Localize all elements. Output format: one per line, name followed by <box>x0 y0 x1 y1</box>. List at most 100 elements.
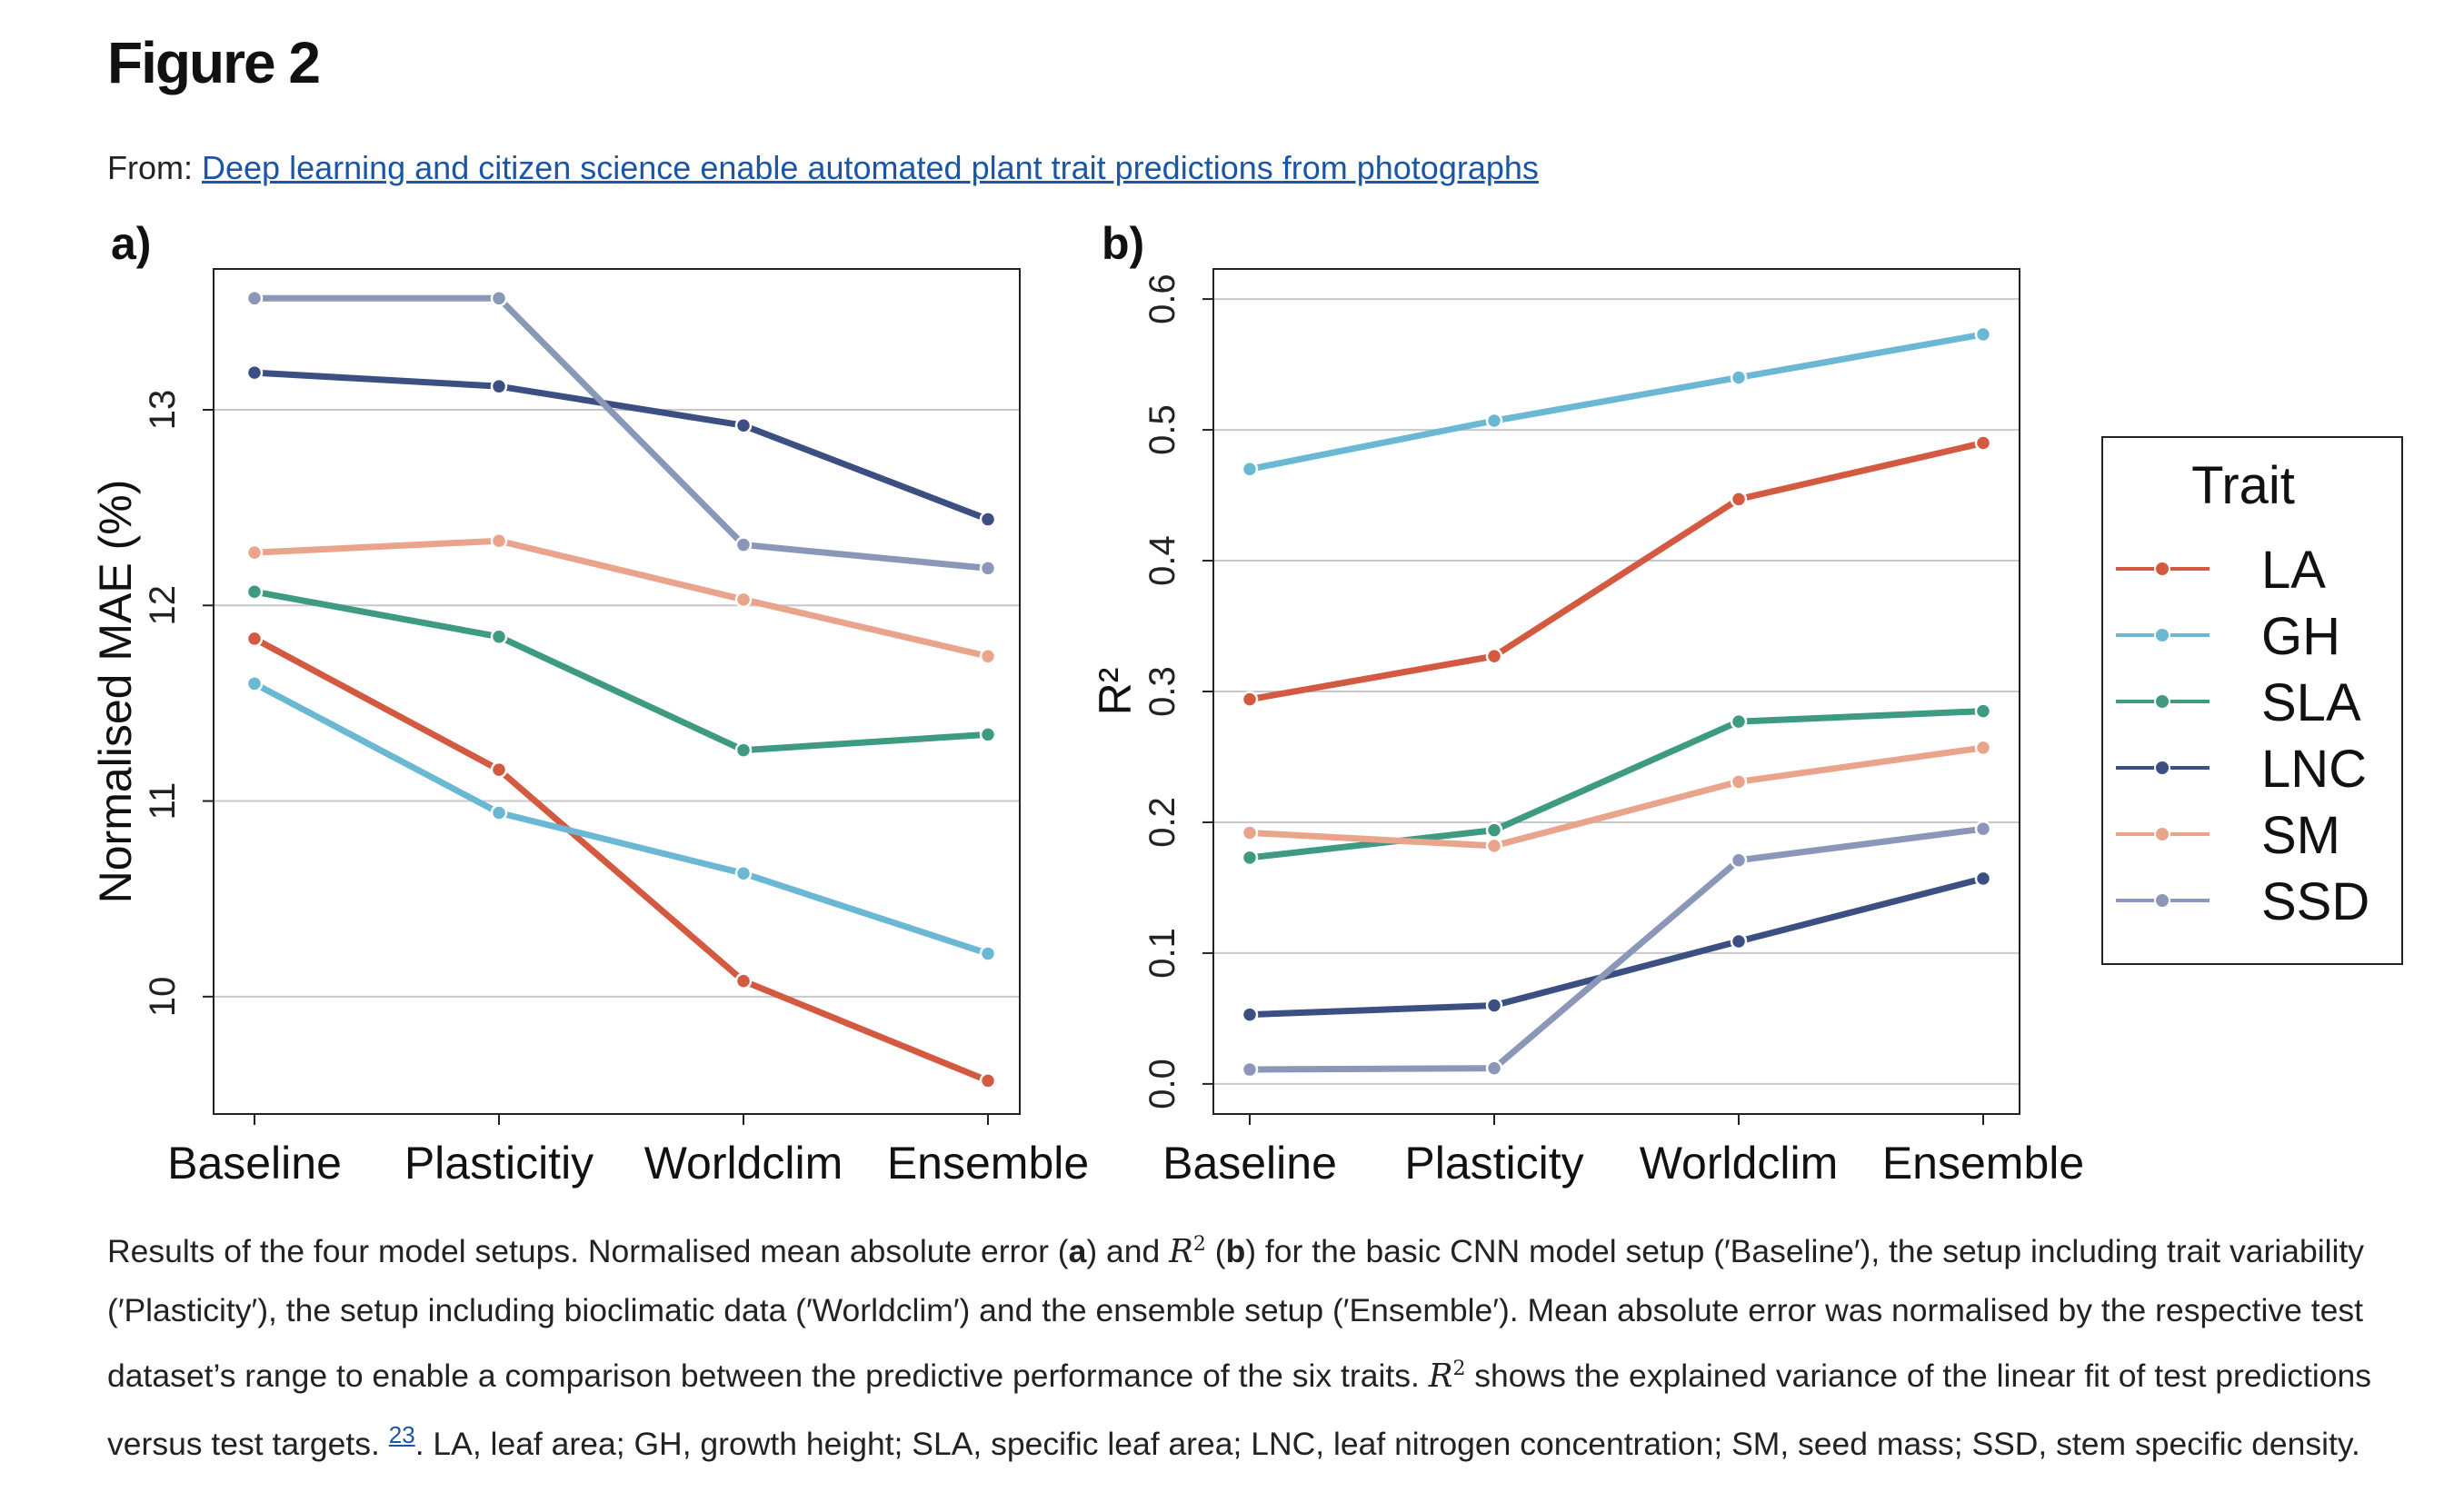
data-point-sla <box>1485 821 1503 839</box>
data-point-ssd <box>1974 820 1992 838</box>
data-point-sm <box>1485 837 1503 855</box>
source-line: From: Deep learning and citizen science … <box>107 149 1539 187</box>
data-point-ssd <box>245 290 264 307</box>
caption-text: ( <box>1205 1232 1226 1269</box>
data-point-gh <box>734 864 753 882</box>
legend-swatch-point <box>2154 826 2170 842</box>
y-tick-label: 0.3 <box>1142 666 1182 717</box>
series-line-sla <box>251 588 992 754</box>
caption-r2-sup: 2 <box>1192 1233 1206 1256</box>
plot-frame <box>213 268 1021 1115</box>
caption-text: shows the explained variance of the line… <box>107 1357 2371 1462</box>
caption-text: Results of the four model setups. Normal… <box>107 1232 1069 1269</box>
data-point-gh <box>245 675 264 692</box>
series-line-lnc <box>251 369 992 523</box>
caption-bold-a: a <box>1068 1232 1087 1269</box>
data-point-gh <box>1730 369 1748 386</box>
data-point-gh <box>1485 412 1503 430</box>
y-tick-label: 0.2 <box>1142 797 1182 848</box>
series-line-la <box>251 635 992 1084</box>
data-point-lnc <box>1974 870 1992 888</box>
y-tick-label: 0.0 <box>1142 1059 1182 1109</box>
data-point-sla <box>245 582 264 601</box>
legend-title: Trait <box>2191 456 2295 515</box>
legend-label: LNC <box>2261 740 2367 799</box>
data-point-sm <box>979 648 997 665</box>
data-point-sm <box>1730 773 1748 791</box>
x-tick-label: Worldclim <box>644 1138 843 1189</box>
data-point-gh <box>979 945 997 962</box>
source-prefix: From: <box>107 149 202 186</box>
legend-swatch-point <box>2154 627 2170 643</box>
panel-b: 0.0 0.1 0.2 0.3 0.4 0.5 0.6 Baseline Plasticity W… <box>1090 218 2084 1189</box>
legend-label: LA <box>2261 541 2326 600</box>
series-line-gh <box>1246 331 1987 472</box>
legend-label: SM <box>2261 806 2340 865</box>
panel-a: 10 11 12 13 Baseline Plasticitiy Worldclim Ense… <box>90 218 1089 1189</box>
panel-label: a) <box>111 218 151 269</box>
y-axis-label: Normalised MAE (%) <box>90 480 141 904</box>
y-tick-label: 13 <box>143 390 183 431</box>
data-point-sm <box>734 591 753 609</box>
data-point-lnc <box>1241 1006 1259 1023</box>
series-line-sm <box>1246 744 1987 850</box>
data-point-sla <box>1730 712 1748 731</box>
data-point-sla <box>734 741 753 759</box>
series-line-la <box>1246 439 1987 703</box>
data-point-la <box>1241 691 1259 708</box>
y-axis-label: R² <box>1090 668 1141 716</box>
y-tick-label: 10 <box>143 977 183 1018</box>
legend-swatch-point <box>2154 760 2170 776</box>
data-point-gh <box>1974 325 1992 343</box>
legend-swatch-point <box>2154 693 2170 710</box>
legend-label: GH <box>2261 607 2340 666</box>
data-point-la <box>1730 491 1748 508</box>
caption-r2-sup: 2 <box>1452 1357 1466 1380</box>
legend-swatch-point <box>2154 892 2170 909</box>
x-tick-label: Ensemble <box>887 1138 1089 1189</box>
data-point-la <box>979 1072 997 1089</box>
data-point-lnc <box>1485 997 1503 1014</box>
x-tick-label: Ensemble <box>1882 1138 2084 1189</box>
data-point-gh <box>1241 461 1259 478</box>
data-point-la <box>245 630 264 648</box>
caption-r2-letter: R <box>1169 1232 1193 1270</box>
data-point-ssd <box>734 536 753 553</box>
caption-r2-letter: R <box>1428 1357 1453 1395</box>
y-tick-label: 0.1 <box>1142 928 1182 979</box>
y-tick-label: 0.4 <box>1142 535 1182 586</box>
series-line-sm <box>251 537 992 660</box>
data-point-lnc <box>490 377 508 395</box>
series-line-ssd <box>1246 825 1987 1073</box>
data-point-sm <box>245 543 264 562</box>
figure-caption: Results of the four model setups. Normal… <box>107 1216 2434 1473</box>
x-tick-label: Baseline <box>1162 1138 1337 1189</box>
data-point-sm <box>490 532 508 550</box>
data-point-la <box>490 761 508 779</box>
data-point-sla <box>979 726 997 743</box>
data-point-sla <box>1241 849 1259 867</box>
caption-text: ) and <box>1086 1232 1170 1269</box>
series-line-lnc <box>1246 875 1987 1019</box>
data-point-lnc <box>245 363 264 382</box>
series-line-gh <box>251 680 992 957</box>
caption-bold-b: b <box>1225 1232 1246 1269</box>
data-point-ssd <box>979 560 997 577</box>
legend: Trait LA GH SLA LNC SM SSD <box>2101 436 2403 965</box>
article-link[interactable]: Deep learning and citizen science enable… <box>202 149 1539 186</box>
data-point-la <box>734 972 753 990</box>
data-point-sla <box>1974 702 1992 720</box>
legend-label: SSD <box>2261 872 2369 931</box>
figure-charts: 10 11 12 13 Baseline Plasticitiy Worldclim Ense… <box>90 218 2403 1189</box>
x-tick-label: Plasticity <box>1404 1138 1583 1189</box>
reference-link[interactable]: 23 <box>388 1421 415 1449</box>
data-point-lnc <box>734 416 753 434</box>
y-tick-label: 0.5 <box>1142 404 1182 455</box>
x-tick-label: Plasticitiy <box>404 1138 594 1189</box>
data-point-sm <box>1974 739 1992 757</box>
legend-frame <box>2101 436 2403 965</box>
data-point-ssd <box>1485 1059 1503 1077</box>
x-tick-label: Worldclim <box>1640 1138 1839 1189</box>
data-point-lnc <box>1730 932 1748 950</box>
data-point-gh <box>490 804 508 821</box>
